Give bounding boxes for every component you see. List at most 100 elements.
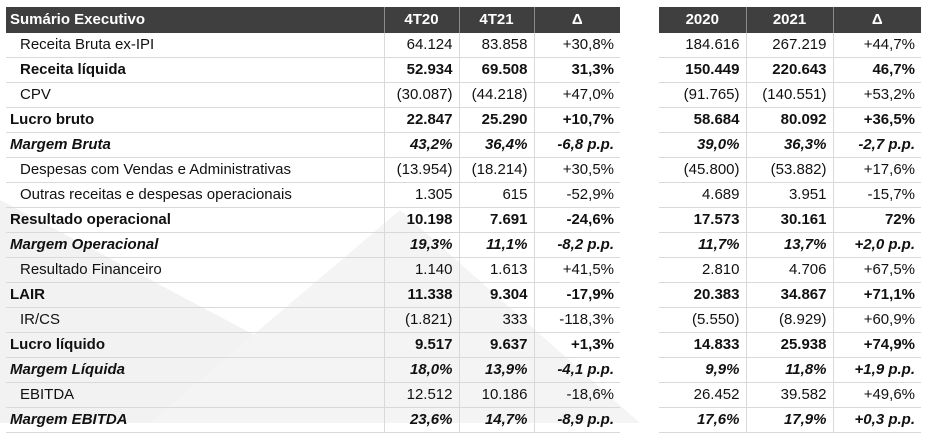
cell-4t21: 11,1% (459, 232, 535, 258)
cell-4t20: 52.934 (384, 57, 460, 83)
row-label: LAIR (6, 282, 385, 308)
cell-4t20: 9.517 (384, 332, 460, 358)
cell-delta: -18,6% (534, 382, 620, 408)
cell-delta: +44,7% (833, 33, 921, 58)
row-label: Resultado operacional (6, 207, 385, 233)
row-label: EBITDA (6, 382, 385, 408)
table-row: 58.684 80.092 +36,5% (659, 107, 921, 133)
cell-delta: +47,0% (534, 82, 620, 108)
cell-4t21: 9.637 (459, 332, 535, 358)
row-label: Margem Líquida (6, 357, 385, 383)
cell-delta: +10,7% (534, 107, 620, 133)
cell-2021: 220.643 (746, 57, 834, 83)
row-label: Outras receitas e despesas operacionais (6, 182, 385, 208)
cell-4t21: 36,4% (459, 132, 535, 158)
table-row: CPV (30.087) (44.218) +47,0% (6, 82, 620, 108)
cell-delta: +53,2% (833, 82, 921, 108)
cell-2020: 17,6% (659, 407, 747, 433)
cell-4t20: 11.338 (384, 282, 460, 308)
cell-2021: (53.882) (746, 157, 834, 183)
table-row: IR/CS (1.821) 333 -118,3% (6, 307, 620, 333)
cell-delta: +1,9 p.p. (833, 357, 921, 383)
cell-2020: 4.689 (659, 182, 747, 208)
cell-2021: 25.938 (746, 332, 834, 358)
cell-2021: 36,3% (746, 132, 834, 158)
cell-delta: +17,6% (833, 157, 921, 183)
cell-delta: -15,7% (833, 182, 921, 208)
cell-4t20: 64.124 (384, 33, 460, 58)
cell-4t20: 19,3% (384, 232, 460, 258)
table-row: (45.800) (53.882) +17,6% (659, 157, 921, 183)
table-row: 9,9% 11,8% +1,9 p.p. (659, 357, 921, 383)
table-row: Margem Líquida 18,0% 13,9% -4,1 p.p. (6, 357, 620, 383)
cell-delta: -118,3% (534, 307, 620, 333)
cell-2020: (5.550) (659, 307, 747, 333)
cell-2021: 267.219 (746, 33, 834, 58)
cell-delta: +74,9% (833, 332, 921, 358)
cell-delta: +36,5% (833, 107, 921, 133)
cell-2020: 11,7% (659, 232, 747, 258)
table-header: Sumário Executivo 4T20 4T21 Δ (6, 7, 620, 33)
cell-2020: 14.833 (659, 332, 747, 358)
cell-2021: 11,8% (746, 357, 834, 383)
cell-delta: +71,1% (833, 282, 921, 308)
table-row: 11,7% 13,7% +2,0 p.p. (659, 232, 921, 258)
cell-2020: 9,9% (659, 357, 747, 383)
cell-delta: 31,3% (534, 57, 620, 83)
cell-4t20: 1.140 (384, 257, 460, 283)
row-label: Resultado Financeiro (6, 257, 385, 283)
cell-delta: -2,7 p.p. (833, 132, 921, 158)
cell-4t21: 333 (459, 307, 535, 333)
table-row: 39,0% 36,3% -2,7 p.p. (659, 132, 921, 158)
cell-delta: +2,0 p.p. (833, 232, 921, 258)
cell-2021: 17,9% (746, 407, 834, 433)
cell-delta: -52,9% (534, 182, 620, 208)
row-label: IR/CS (6, 307, 385, 333)
cell-2021: 4.706 (746, 257, 834, 283)
cell-2020: 20.383 (659, 282, 747, 308)
cell-delta: 72% (833, 207, 921, 233)
table-row: 4.689 3.951 -15,7% (659, 182, 921, 208)
cell-2021: (8.929) (746, 307, 834, 333)
cell-delta: +30,5% (534, 157, 620, 183)
row-label: Receita Bruta ex-IPI (6, 33, 385, 58)
table-row: Resultado Financeiro 1.140 1.613 +41,5% (6, 257, 620, 283)
cell-4t20: 22.847 (384, 107, 460, 133)
cell-4t21: (18.214) (459, 157, 535, 183)
table-row: Margem EBITDA 23,6% 14,7% -8,9 p.p. (6, 407, 620, 433)
table-row: 184.616 267.219 +44,7% (659, 33, 921, 58)
cell-2020: 58.684 (659, 107, 747, 133)
table-row: Resultado operacional 10.198 7.691 -24,6% (6, 207, 620, 233)
column-header-2021: 2021 (746, 7, 834, 33)
cell-delta: +30,8% (534, 33, 620, 58)
table-row: 2.810 4.706 +67,5% (659, 257, 921, 283)
row-label: CPV (6, 82, 385, 108)
cell-4t20: 23,6% (384, 407, 460, 433)
cell-2020: 2.810 (659, 257, 747, 283)
cell-delta: +1,3% (534, 332, 620, 358)
table-row: Receita líquida 52.934 69.508 31,3% (6, 57, 620, 83)
table-title: Sumário Executivo (6, 7, 385, 33)
column-header-2020: 2020 (659, 7, 747, 33)
column-header-delta: Δ (534, 7, 620, 33)
row-label: Lucro líquido (6, 332, 385, 358)
cell-delta: +60,9% (833, 307, 921, 333)
cell-4t21: 13,9% (459, 357, 535, 383)
cell-4t20: (1.821) (384, 307, 460, 333)
cell-4t21: 69.508 (459, 57, 535, 83)
table-row: LAIR 11.338 9.304 -17,9% (6, 282, 620, 308)
cell-4t20: 43,2% (384, 132, 460, 158)
row-label: Margem Bruta (6, 132, 385, 158)
table-row: 20.383 34.867 +71,1% (659, 282, 921, 308)
cell-2020: (45.800) (659, 157, 747, 183)
table-row: Margem Bruta 43,2% 36,4% -6,8 p.p. (6, 132, 620, 158)
cell-delta: -4,1 p.p. (534, 357, 620, 383)
cell-4t21: 25.290 (459, 107, 535, 133)
cell-delta: -8,9 p.p. (534, 407, 620, 433)
cell-2021: 80.092 (746, 107, 834, 133)
cell-4t21: 9.304 (459, 282, 535, 308)
cell-2021: 13,7% (746, 232, 834, 258)
table-row: 14.833 25.938 +74,9% (659, 332, 921, 358)
cell-4t20: 18,0% (384, 357, 460, 383)
row-label: Margem Operacional (6, 232, 385, 258)
